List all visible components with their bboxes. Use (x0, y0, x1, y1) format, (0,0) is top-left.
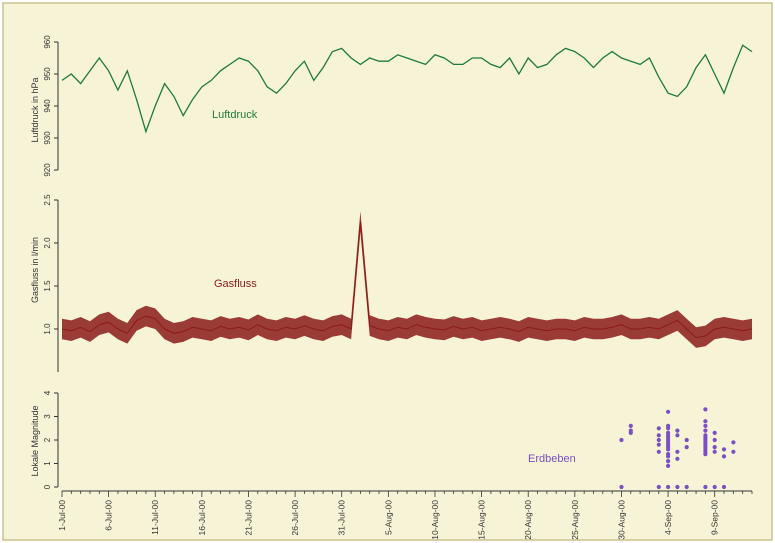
y-tick-label: 4 (43, 390, 52, 395)
earthquake-point (731, 440, 736, 445)
earthquake-point (666, 484, 671, 490)
earthquake-point (666, 442, 671, 447)
gasfluss-series-label: Gasfluss (214, 278, 257, 290)
earthquake-point (721, 454, 727, 459)
gasfluss-y-axis-label: Gasfluss in l/min (30, 237, 40, 303)
earthquake-point (712, 437, 717, 443)
earthquake-point (703, 407, 708, 412)
earthquake-point (628, 430, 633, 435)
x-tick-label: 9-Sep-00 (710, 500, 720, 535)
earthquake-point (703, 435, 708, 440)
earthquake-point (619, 484, 624, 490)
gasfluss-y-axis: 1.0 1.5 2.0 2.5 (43, 194, 59, 372)
date-x-axis: 1-Jul-00 6-Jul-00 11-Jul-00 16-Jul-00 21-Jul… (57, 490, 753, 540)
x-tick-label: 16-Jul-00 (197, 500, 207, 536)
y-tick-label: 940 (43, 99, 52, 113)
y-tick-label: 1.0 (43, 323, 52, 335)
earthquake-point (721, 447, 727, 452)
earthquake-point (712, 430, 717, 435)
earthquake-point (703, 419, 708, 424)
erdbeben-series-label: Erdbeben (528, 453, 576, 465)
x-tick-label: 25-Aug-00 (570, 500, 580, 540)
earthquake-point (684, 445, 689, 450)
earthquake-point (684, 437, 689, 443)
earthquake-point (703, 428, 708, 433)
y-tick-label: 920 (43, 163, 52, 177)
earthquake-point (666, 459, 671, 464)
earthquake-point (675, 456, 680, 461)
x-tick-label: 26-Jul-00 (290, 500, 300, 536)
earthquake-point (666, 463, 671, 468)
earthquake-point (619, 437, 624, 443)
earthquake-point (712, 449, 717, 454)
earthquake-point (656, 437, 661, 443)
y-tick-label: 960 (43, 35, 52, 49)
y-tick-label: 1 (43, 461, 52, 466)
erdbeben-y-axis: 0 1 2 3 4 (43, 390, 59, 489)
y-tick-label: 0 (43, 484, 52, 489)
earthquake-point (684, 484, 689, 490)
luftdruck-y-axis: 920 930 940 950 960 (43, 35, 59, 177)
erdbeben-points (619, 407, 736, 490)
y-tick-label: 2 (43, 437, 52, 442)
y-tick-label: 3 (43, 414, 52, 419)
earthquake-point (675, 428, 680, 433)
earthquake-point (703, 423, 708, 428)
x-tick-label: 21-Jul-00 (243, 500, 253, 536)
erdbeben-y-axis-label: Lokale Magnitude (30, 405, 40, 476)
x-tick-label: 5-Aug-00 (383, 500, 393, 535)
earthquake-point (703, 440, 708, 445)
earthquake-point (656, 426, 661, 431)
x-tick-label: 11-Jul-00 (150, 500, 160, 535)
x-tick-label: 4-Sep-00 (663, 500, 673, 535)
gasfluss-noise-band (62, 211, 752, 348)
luftdruck-panel: Luftdruck in hPa 920 930 940 950 960 Luftdru… (30, 35, 753, 177)
y-tick-label: 1.5 (43, 280, 52, 292)
x-tick-label: 30-Aug-00 (616, 500, 626, 540)
earthquake-point (666, 437, 671, 443)
x-tick-label: 10-Aug-00 (430, 500, 440, 540)
earthquake-point (666, 426, 671, 431)
y-tick-label: 2.5 (43, 194, 52, 206)
earthquake-point (666, 454, 671, 459)
earthquake-point (666, 433, 671, 438)
x-tick-label: 31-Jul-00 (337, 500, 347, 536)
earthquake-point (666, 447, 671, 452)
y-tick-label: 2.0 (43, 237, 52, 249)
earthquake-point (703, 484, 708, 490)
earthquake-point (656, 433, 661, 438)
luftdruck-y-axis-label: Luftdruck in hPa (30, 77, 40, 142)
luftdruck-line (61, 44, 753, 134)
earthquake-point (666, 409, 671, 414)
y-tick-label: 930 (43, 131, 52, 145)
earthquake-point (656, 442, 661, 447)
earthquake-point (675, 433, 680, 438)
earthquake-point (675, 449, 680, 454)
earthquake-point (703, 445, 708, 450)
x-tick-label: 6-Jul-00 (104, 500, 114, 531)
gasfluss-line (61, 221, 753, 339)
earthquake-point (731, 449, 736, 454)
earthquake-point (656, 449, 661, 454)
x-tick-label: 20-Aug-00 (523, 500, 533, 540)
y-tick-label: 950 (43, 67, 52, 81)
earthquake-point (703, 452, 708, 457)
earthquake-point (712, 445, 717, 450)
gasfluss-panel: Gasfluss in l/min 1.0 1.5 2.0 2.5 Gasfluss (30, 194, 753, 372)
earthquake-point (628, 423, 633, 428)
earthquake-point (712, 484, 717, 490)
earthquake-point (675, 484, 680, 490)
erdbeben-panel: Lokale Magnitude 0 1 2 3 4 Erdbeben (30, 390, 736, 489)
earthquake-point (656, 484, 661, 490)
luftdruck-series-label: Luftdruck (212, 109, 258, 121)
earthquake-point (721, 484, 727, 490)
x-tick-label: 15-Aug-00 (477, 500, 487, 540)
x-tick-label: 1-Jul-00 (57, 500, 67, 531)
